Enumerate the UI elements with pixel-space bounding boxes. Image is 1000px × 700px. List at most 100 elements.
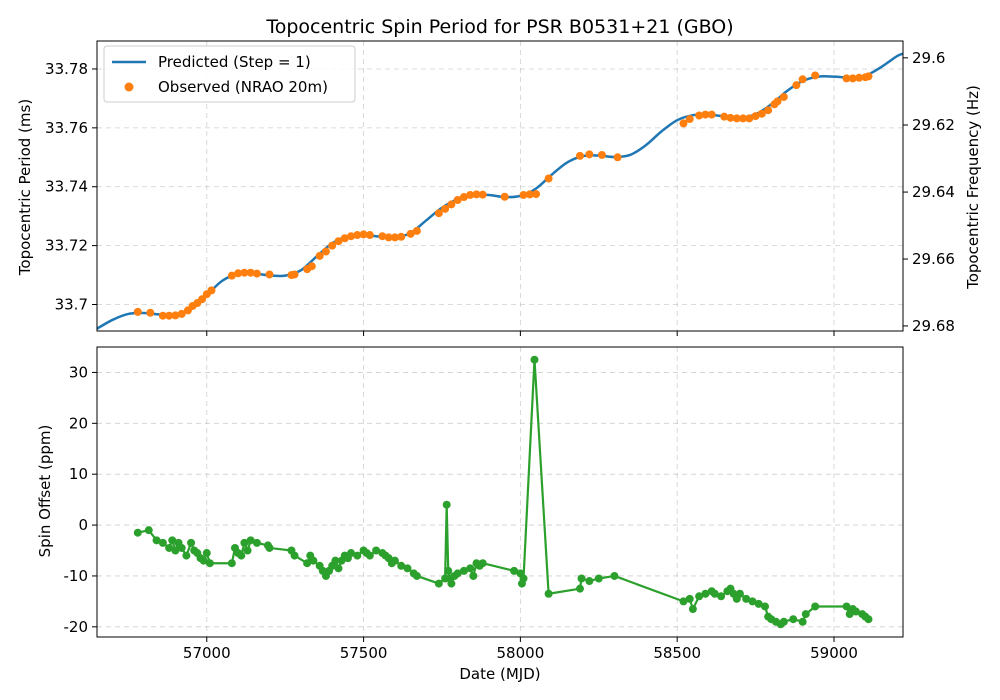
observed-point: [864, 72, 873, 81]
legend-observed-label: Observed (NRAO 20m): [158, 78, 328, 96]
spin-offset-point: [347, 549, 356, 558]
spin-offset-point: [742, 594, 751, 603]
observed-point: [779, 92, 788, 101]
observed-point: [739, 114, 748, 123]
spin-offset-point: [842, 602, 851, 611]
spin-offset-point: [851, 607, 860, 616]
observed-point: [732, 114, 741, 123]
observed-point: [720, 112, 729, 121]
chart-title: Topocentric Spin Period for PSR B0531+21…: [265, 16, 733, 38]
spin-offset-point: [390, 556, 399, 565]
observed-point: [334, 237, 343, 246]
top-right-y-tick-label: 29.66: [912, 250, 955, 268]
spin-offset-point: [246, 536, 255, 545]
observed-point: [466, 190, 475, 199]
spin-offset-point: [478, 559, 487, 568]
spin-offset-point: [519, 574, 528, 583]
spin-offset-point: [152, 536, 161, 545]
top-y-tick-label: 33.76: [45, 119, 88, 137]
observed-point: [158, 311, 167, 320]
spin-offset-point: [530, 355, 539, 364]
observed-point: [365, 231, 374, 240]
spin-offset-point: [748, 597, 757, 606]
top-y-tick-label: 33.78: [45, 60, 88, 78]
observed-point: [855, 73, 864, 82]
top-right-y-tick-label: 29.64: [912, 183, 955, 201]
top-y-axis-label: Topocentric Period (ms): [16, 99, 34, 276]
observed-point: [519, 190, 528, 199]
legend: Predicted (Step = 1) Observed (NRAO 20m): [103, 45, 356, 103]
axis-ticks: 33.7 33.72 33.74 33.76 33.78 29.6 29.62 29.64 29…: [45, 49, 955, 662]
spin-offset-point: [202, 549, 211, 558]
bottom-x-tick-label: 58500: [653, 644, 701, 662]
spin-offset-point: [303, 559, 312, 568]
spin-offset-point: [182, 551, 191, 560]
observed-point: [171, 311, 180, 320]
observed-point: [532, 190, 541, 199]
spin-offset-point: [290, 551, 299, 560]
bottom-y-tick-label: -10: [64, 567, 89, 585]
observed-point: [207, 286, 216, 295]
spin-offset-point: [453, 569, 462, 578]
legend-predicted-label: Predicted (Step = 1): [158, 53, 311, 71]
observed-point: [459, 193, 468, 202]
spin-offset-point: [754, 599, 763, 608]
observed-point: [227, 271, 236, 280]
top-right-y-tick-label: 29.62: [912, 116, 955, 134]
bottom-panel-series: [133, 355, 873, 629]
top-right-y-axis-label: Topocentric Frequency (Hz): [964, 85, 982, 290]
bottom-y-axis-label: Spin Offset (ppm): [36, 425, 54, 558]
top-right-y-tick-label: 29.68: [912, 317, 955, 335]
spin-offset-point: [227, 559, 236, 568]
top-panel-series: [97, 52, 903, 330]
spin-offset-point: [177, 543, 186, 552]
observed-point: [315, 251, 324, 260]
spin-offset-point: [779, 617, 788, 626]
spin-offset-point: [442, 500, 451, 509]
spin-offset-point: [577, 574, 586, 583]
spin-offset-point: [761, 602, 770, 611]
observed-point: [585, 150, 594, 159]
observed-point: [597, 150, 606, 159]
observed-point: [798, 75, 807, 84]
bottom-y-tick-label: 0: [78, 516, 88, 534]
bottom-x-tick-label: 58000: [497, 644, 545, 662]
spin-offset-point: [187, 538, 196, 547]
observed-point: [441, 204, 450, 213]
observed-point: [165, 311, 174, 320]
bottom-y-tick-label: -20: [64, 618, 89, 636]
spin-offset-point: [199, 556, 208, 565]
observed-point: [198, 295, 207, 304]
observed-point: [842, 74, 851, 83]
observed-point: [252, 269, 261, 278]
spin-offset-point: [434, 579, 443, 588]
observed-point: [240, 268, 249, 277]
spin-offset-point: [243, 546, 252, 555]
spin-offset-point: [679, 597, 688, 606]
bottom-y-tick-label: 10: [69, 465, 88, 483]
observed-point: [321, 247, 330, 256]
observed-point: [177, 309, 186, 318]
spin-offset-point: [695, 592, 704, 601]
observed-point: [412, 226, 421, 235]
observed-point: [447, 200, 456, 209]
observed-point: [685, 115, 694, 124]
spin-offset-point: [701, 589, 710, 598]
spin-offset-point: [353, 551, 362, 560]
observed-point: [764, 106, 773, 115]
spin-offset-point: [864, 615, 873, 624]
observed-point: [406, 229, 415, 238]
bottom-panel-grid: [97, 347, 903, 637]
observed-point: [307, 262, 316, 271]
legend-observed-swatch: [124, 82, 134, 92]
spin-offset-point: [133, 528, 142, 537]
spin-offset-point: [447, 579, 456, 588]
observed-point: [265, 270, 274, 279]
observed-point: [811, 71, 820, 80]
top-right-y-tick-label: 29.6: [912, 49, 945, 67]
observed-point: [146, 308, 155, 317]
spin-offset-point: [372, 546, 381, 555]
spin-offset-point: [444, 566, 453, 575]
observed-point: [773, 97, 782, 106]
spin-offset-point: [575, 584, 584, 593]
